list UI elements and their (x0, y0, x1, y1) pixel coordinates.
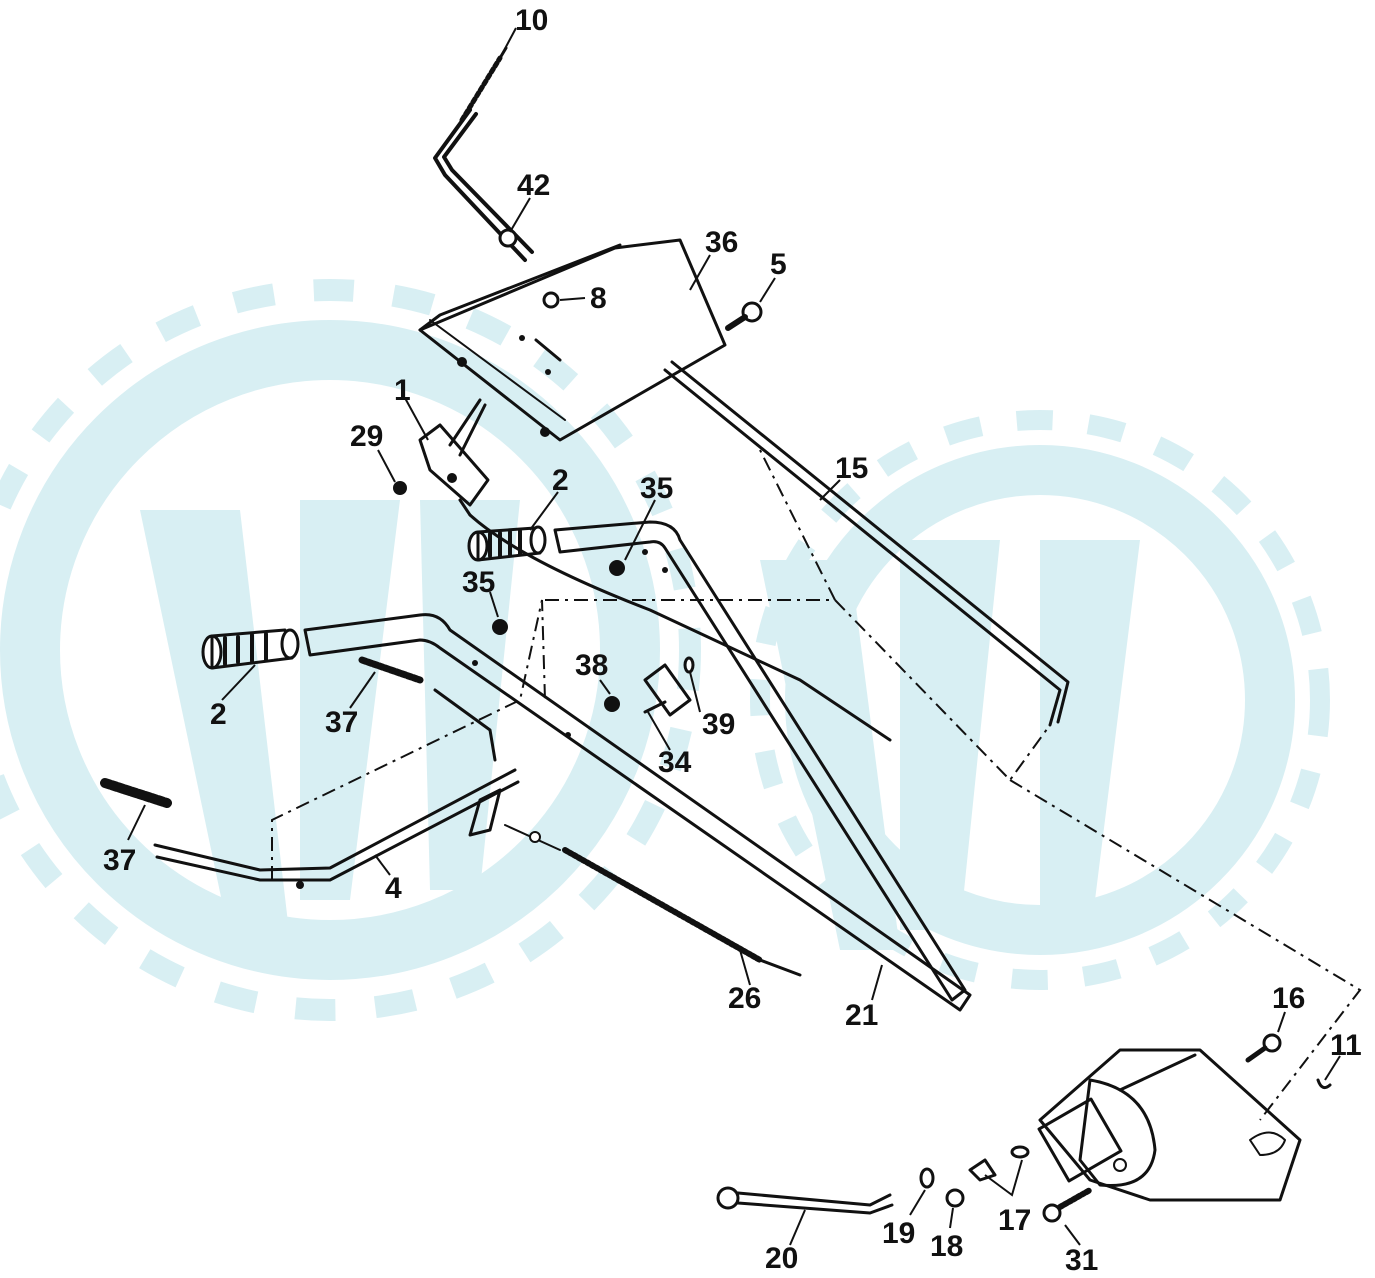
nut-35-lower (492, 619, 508, 635)
callout-11: 11 (1330, 1029, 1362, 1062)
callout-16: 16 (1272, 982, 1305, 1015)
callout-34: 34 (658, 746, 692, 779)
clip-11 (1316, 1078, 1332, 1090)
callout-31: 31 (1065, 1244, 1098, 1277)
callout-19: 19 (882, 1217, 915, 1250)
washer-19 (919, 1167, 935, 1189)
callout-2-upper: 2 (552, 464, 569, 497)
spring-37-upper (358, 656, 424, 684)
handle-bracket-housing (1037, 1048, 1302, 1202)
bolt-31 (1042, 1187, 1093, 1223)
assembly-outline (271, 449, 1362, 1121)
nut-35-upper (609, 560, 625, 576)
leader-lines (127, 27, 1341, 1246)
callout-37-lower: 37 (103, 844, 136, 877)
clip-34-38-39 (604, 656, 695, 717)
callout-18: 18 (930, 1230, 963, 1263)
control-rod-15 (663, 360, 1070, 727)
callout-42: 42 (517, 169, 550, 202)
handle-lower-21 (303, 613, 972, 1012)
bolt-5 (725, 301, 763, 331)
watermark-letters (140, 500, 1140, 950)
spring-37-lower (100, 778, 172, 808)
callout-labels: 10 42 36 5 8 1 29 2 35 15 35 2 37 38 39 … (103, 4, 1362, 1277)
callout-29: 29 (350, 420, 383, 453)
cable-upper (468, 513, 892, 742)
grip-2-lower (201, 628, 300, 670)
callout-17: 17 (998, 1204, 1031, 1237)
callout-37-upper: 37 (325, 706, 358, 739)
rod-20 (716, 1186, 894, 1215)
handle-upper (553, 520, 967, 1002)
spacers-17 (968, 1145, 1030, 1182)
callout-20: 20 (765, 1242, 798, 1275)
cable-26 (504, 824, 802, 977)
callout-2-lower: 2 (210, 698, 227, 731)
rod-spring-10 (433, 46, 534, 262)
callout-26: 26 (728, 982, 761, 1015)
callout-10: 10 (515, 4, 548, 37)
bracket-1 (418, 398, 490, 517)
callout-36: 36 (705, 226, 738, 259)
callout-8: 8 (590, 282, 607, 315)
nut-29 (393, 481, 407, 495)
bolt-16 (1245, 1033, 1282, 1063)
callout-39: 39 (702, 708, 735, 741)
callout-15: 15 (835, 452, 868, 485)
parts-linework (100, 27, 1362, 1246)
callout-1: 1 (394, 374, 411, 407)
control-panel-36 (418, 238, 727, 442)
callout-21: 21 (845, 999, 878, 1032)
callout-4: 4 (385, 872, 402, 905)
callout-38: 38 (575, 649, 608, 682)
grip-2-upper (467, 525, 547, 562)
callout-35-upper: 35 (640, 472, 673, 505)
callout-35-lower: 35 (462, 566, 495, 599)
nut-18 (945, 1188, 965, 1208)
lever-rod-4 (153, 688, 520, 889)
callout-5: 5 (770, 248, 787, 281)
